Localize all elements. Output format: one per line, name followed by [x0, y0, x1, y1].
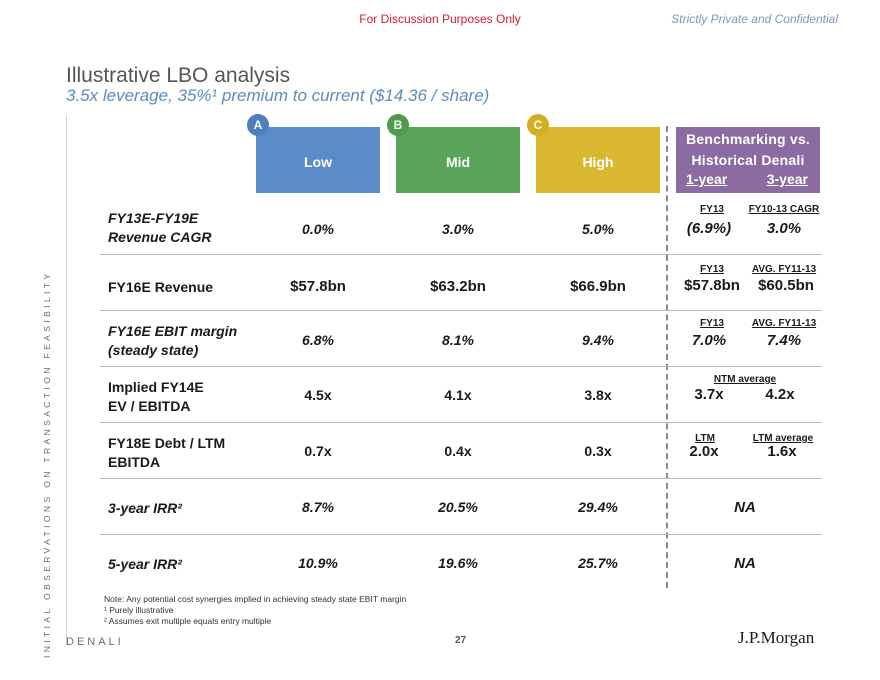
cell-ev-ebitda-low: 4.5x: [304, 387, 332, 403]
row-label-line: EBITDA: [108, 454, 161, 470]
scenario-low-label: Low: [304, 154, 332, 170]
cell-debt-ltm-ebitda-high: 0.3x: [584, 443, 612, 459]
row-label-debt-ltm-ebitda: FY18E Debt / LTM EBITDA: [108, 434, 225, 472]
cell-debt-ltm-ebitda-mid: 0.4x: [444, 443, 472, 459]
page-number: 27: [455, 635, 467, 646]
side-divider: [66, 115, 67, 645]
bench-val-5yr-irr: NA: [734, 555, 756, 572]
row-label-ev-ebitda: Implied FY14E EV / EBITDA: [108, 378, 204, 416]
row-label-3yr-irr: 3-year IRR²: [108, 499, 182, 518]
bench-head-revenue-cagr-1: FY13: [700, 204, 724, 215]
cell-debt-ltm-ebitda-low: 0.7x: [304, 443, 332, 459]
cell-fy16e-revenue-high: $66.9bn: [570, 278, 626, 295]
side-section-label: INITIAL OBSERVATIONS ON TRANSACTION FEAS…: [42, 270, 52, 658]
confidential-notice: Strictly Private and Confidential: [671, 12, 838, 26]
cell-3yr-irr-high: 29.4%: [578, 499, 618, 515]
cell-fy16e-revenue-low: $57.8bn: [290, 278, 346, 295]
row-separator: [100, 366, 822, 367]
footer-project-name: DENALI: [66, 636, 124, 648]
benchmark-title-line1: Benchmarking vs.: [686, 131, 810, 147]
cell-5yr-irr-mid: 19.6%: [438, 555, 478, 571]
row-separator: [100, 254, 822, 255]
scenario-b-badge: B: [387, 114, 409, 136]
cell-revenue-cagr-low: 0.0%: [302, 221, 334, 237]
row-separator: [100, 422, 822, 423]
benchmark-header: Benchmarking vs. Historical Denali 1-yea…: [676, 127, 820, 193]
row-label-line: Implied FY14E: [108, 379, 204, 395]
scenario-mid-label: Mid: [445, 154, 471, 170]
row-label-line: FY13E-FY19E: [108, 210, 199, 226]
scenario-high-label: High: [582, 154, 614, 170]
row-label-line: Revenue CAGR: [108, 229, 212, 245]
cell-3yr-irr-low: 8.7%: [302, 499, 334, 515]
bench-val-revenue-cagr-1: (6.9%): [686, 220, 732, 237]
cell-ebit-margin-high: 9.4%: [582, 332, 614, 348]
cell-ebit-margin-mid: 8.1%: [442, 332, 474, 348]
page-subtitle: 3.5x leverage, 35%¹ premium to current (…: [66, 86, 490, 105]
note-footnote-2: ² Assumes exit multiple equals entry mul…: [104, 616, 272, 626]
bench-head-ebit-margin-2: AVG. FY11-13: [751, 318, 817, 329]
cell-5yr-irr-low: 10.9%: [298, 555, 338, 571]
scenario-low-header: Low: [256, 127, 380, 193]
cell-revenue-cagr-high: 5.0%: [582, 221, 614, 237]
cell-5yr-irr-high: 25.7%: [578, 555, 618, 571]
row-label-revenue-cagr: FY13E-FY19E Revenue CAGR: [108, 209, 211, 247]
bench-val-ebit-margin-1: 7.0%: [691, 332, 727, 349]
bench-head-debt-2: LTM average: [752, 433, 814, 444]
benchmark-period-3year: 3-year: [766, 171, 808, 187]
jpmorgan-logo: J.P.Morgan: [738, 628, 815, 647]
benchmark-periods: 1-year 3-year: [676, 171, 820, 187]
bench-val-revenue-cagr-2: 3.0%: [766, 220, 802, 237]
cell-3yr-irr-mid: 20.5%: [438, 499, 478, 515]
scenario-c-badge: C: [527, 114, 549, 136]
cell-ev-ebitda-high: 3.8x: [584, 387, 612, 403]
row-label-fy16e-revenue: FY16E Revenue: [108, 278, 213, 297]
bench-head-ev-ebitda: NTM average: [713, 374, 777, 385]
bench-val-fy16e-revenue-2: $60.5bn: [758, 277, 814, 294]
row-label-line: FY16E Revenue: [108, 279, 214, 295]
cell-ev-ebitda-mid: 4.1x: [444, 387, 472, 403]
row-label-line: 3-year IRR²: [108, 500, 182, 516]
note-synergies: Note: Any potential cost synergies impli…: [104, 594, 407, 604]
scenario-a-badge: A: [247, 114, 269, 136]
scenario-mid-header: Mid: [396, 127, 520, 193]
row-separator: [100, 478, 822, 479]
bench-val-3yr-irr: NA: [734, 499, 756, 516]
row-separator: [100, 534, 822, 535]
cell-revenue-cagr-mid: 3.0%: [442, 221, 474, 237]
benchmark-title-line2: Historical Denali: [691, 152, 805, 168]
cell-fy16e-revenue-mid: $63.2bn: [430, 278, 486, 295]
bench-val-ev-ebitda-2: 4.2x: [765, 386, 795, 403]
bench-head-fy16e-revenue-1: FY13: [700, 264, 724, 275]
note-footnote-1: ¹ Purely illustrative: [104, 605, 174, 615]
bench-head-debt-1: LTM: [695, 433, 715, 444]
bench-head-ebit-margin-1: FY13: [700, 318, 724, 329]
bench-head-fy16e-revenue-2: AVG. FY11-13: [751, 264, 817, 275]
bench-val-debt-1: 2.0x: [689, 443, 719, 460]
bench-val-ev-ebitda-1: 3.7x: [694, 386, 724, 403]
bench-head-revenue-cagr-2: FY10-13 CAGR: [748, 204, 820, 215]
row-separator: [100, 310, 822, 311]
row-label-line: FY16E EBIT margin: [108, 323, 238, 339]
row-label-ebit-margin: FY16E EBIT margin (steady state): [108, 322, 237, 360]
page-title: Illustrative LBO analysis: [66, 64, 291, 87]
bench-val-fy16e-revenue-1: $57.8bn: [684, 277, 740, 294]
row-label-5yr-irr: 5-year IRR²: [108, 555, 182, 574]
scenario-high-header: High: [536, 127, 660, 193]
bench-val-debt-2: 1.6x: [767, 443, 797, 460]
benchmark-period-1year: 1-year: [686, 171, 728, 187]
row-label-line: (steady state): [108, 342, 199, 358]
benchmark-dashed-divider: [666, 126, 668, 588]
discussion-notice: For Discussion Purposes Only: [359, 12, 521, 26]
row-label-line: 5-year IRR²: [108, 556, 182, 572]
row-label-line: EV / EBITDA: [108, 398, 191, 414]
row-label-line: FY18E Debt / LTM: [108, 435, 226, 451]
cell-ebit-margin-low: 6.8%: [302, 332, 334, 348]
bench-val-ebit-margin-2: 7.4%: [766, 332, 802, 349]
